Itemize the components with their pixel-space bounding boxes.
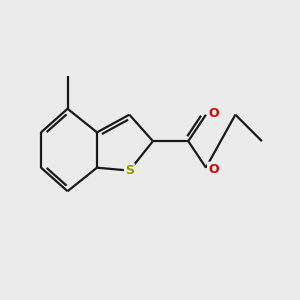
Text: O: O (208, 163, 219, 176)
Text: S: S (125, 164, 134, 177)
Text: O: O (208, 107, 219, 120)
